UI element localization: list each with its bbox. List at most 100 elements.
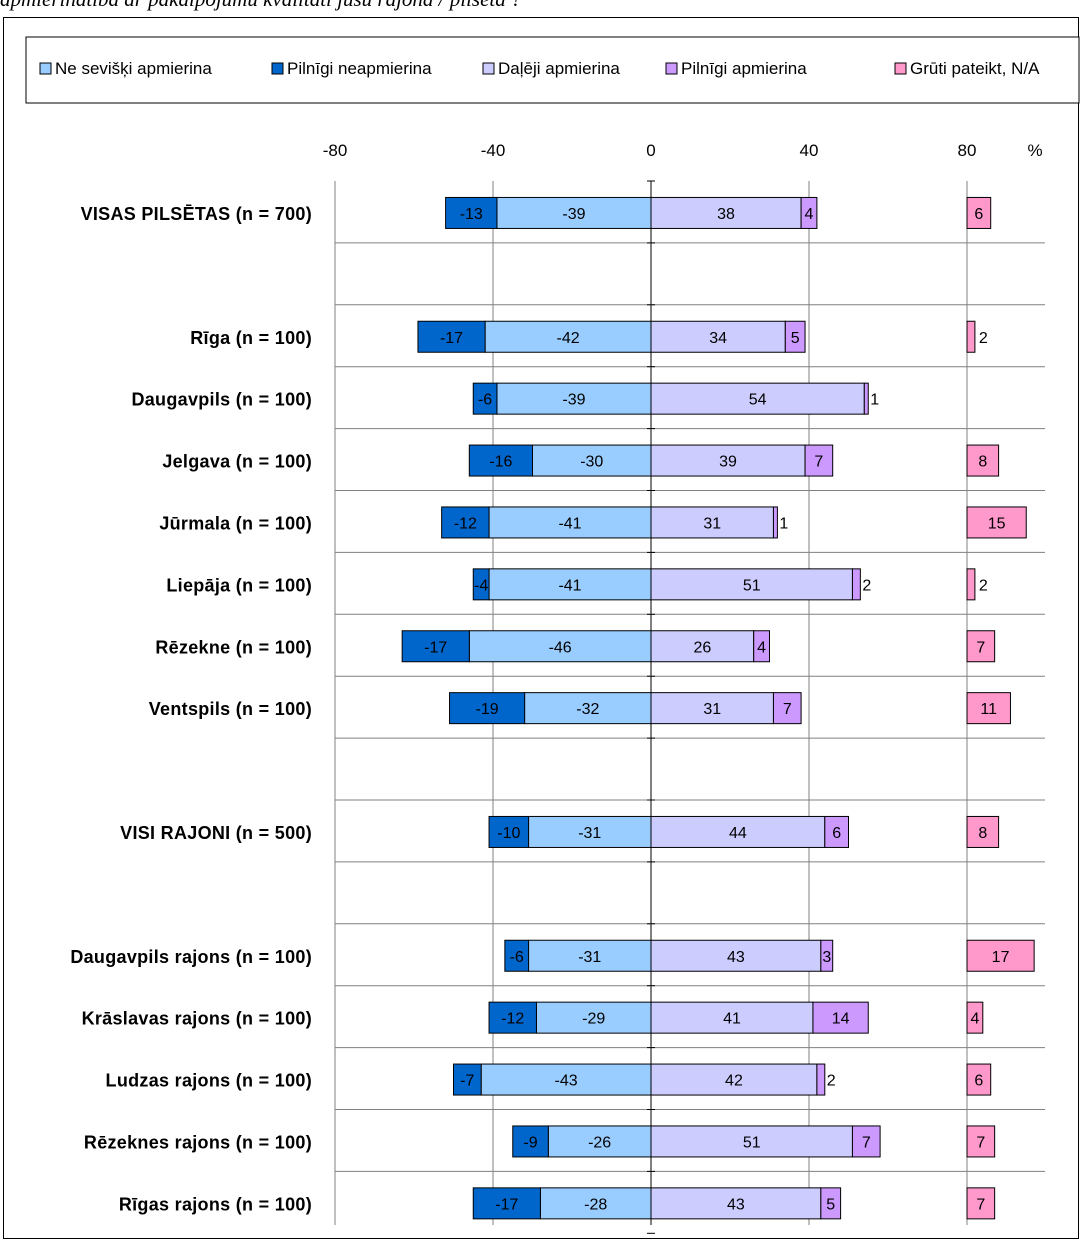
value-label-totally: 14 (832, 1011, 850, 1028)
bar-not-very (547, 1125, 652, 1158)
category-label: Rēzeknes rajons (n = 100) (84, 1132, 312, 1152)
bar-totally (863, 382, 869, 415)
category-label: Jūrmala (n = 100) (159, 513, 312, 533)
bar-partly (650, 1125, 853, 1158)
bar-hard-to-say (966, 630, 996, 663)
bar-not-very (524, 692, 652, 725)
category-label: Daugavpils rajons (n = 100) (70, 947, 312, 967)
unit-label: % (1027, 141, 1042, 160)
value-label-not-very: -39 (562, 206, 585, 223)
bar-partly (650, 815, 826, 848)
bar-totally (820, 1187, 842, 1220)
value-label-not-very: -41 (558, 577, 581, 594)
bar-hard-to-say (966, 1001, 984, 1034)
legend-label-partly: Daļēji apmierina (498, 59, 620, 78)
value-label-totally-not: -6 (510, 949, 524, 966)
value-label-totally: 5 (791, 330, 800, 347)
category-label: VISAS PILSĒTAS (n = 700) (81, 204, 312, 224)
value-label-hard-to-say: 17 (992, 949, 1010, 966)
bar-totally (824, 815, 849, 848)
legend-label-totally: Pilnīgi apmierina (681, 59, 807, 78)
value-label-totally: 4 (757, 639, 766, 656)
bar-not-very (488, 506, 652, 539)
value-label-not-very: -42 (556, 330, 579, 347)
value-label-totally-not: -12 (454, 515, 477, 532)
bar-totally (812, 1001, 869, 1034)
value-label-totally-not: -13 (460, 206, 483, 223)
value-label-not-very: -43 (555, 1073, 578, 1090)
value-label-totally-not: -12 (501, 1011, 524, 1028)
value-label-totally-not: -9 (523, 1134, 537, 1151)
value-label-not-very: -26 (588, 1134, 611, 1151)
bar-totally (772, 506, 778, 539)
bar-totally (753, 630, 771, 663)
value-label-hard-to-say: 8 (978, 825, 987, 842)
value-label-hard-to-say: 2 (979, 577, 988, 594)
bar-partly (650, 1001, 814, 1034)
value-label-partly: 31 (703, 515, 721, 532)
value-label-not-very: -46 (549, 639, 572, 656)
value-label-partly: 44 (729, 825, 747, 842)
value-label-hard-to-say: 2 (979, 330, 988, 347)
value-label-not-very: -29 (582, 1011, 605, 1028)
value-label-totally-not: -17 (495, 1196, 518, 1213)
bar-totally-not (453, 1063, 482, 1096)
legend-swatch-hard_to_say (894, 62, 907, 75)
chart-frame (3, 17, 1079, 1239)
bar-hard-to-say (966, 1125, 996, 1158)
value-label-totally: 6 (832, 825, 841, 842)
value-label-totally-not: -4 (474, 577, 488, 594)
bar-totally (772, 692, 802, 725)
value-label-totally-not: -17 (424, 639, 447, 656)
bar-hard-to-say (966, 939, 1035, 972)
x-tick-label: -40 (481, 141, 506, 160)
x-tick-label: -80 (323, 141, 348, 160)
bar-hard-to-say (966, 692, 1011, 725)
legend-swatch-totally (665, 62, 678, 75)
value-label-not-very: -28 (584, 1196, 607, 1213)
bar-totally-not (472, 568, 490, 601)
value-label-totally-not: -17 (440, 330, 463, 347)
bar-totally-not (401, 630, 470, 663)
legend-swatch-partly (482, 62, 495, 75)
bar-totally-not (472, 382, 498, 415)
value-label-totally: 1 (779, 515, 788, 532)
value-label-partly: 41 (723, 1011, 741, 1028)
value-label-partly: 43 (727, 1196, 745, 1213)
bar-totally-not (504, 939, 530, 972)
bar-partly (650, 568, 853, 601)
bar-hard-to-say (966, 1187, 996, 1220)
value-label-not-very: -32 (576, 701, 599, 718)
value-label-not-very: -39 (562, 392, 585, 409)
value-label-hard-to-say: 7 (976, 1196, 985, 1213)
category-label: Rīga (n = 100) (190, 328, 312, 348)
value-label-partly: 31 (703, 701, 721, 718)
x-tick-label: 40 (800, 141, 819, 160)
bar-partly (650, 1187, 822, 1220)
bar-not-very (484, 320, 652, 353)
category-label: Jelgava (n = 100) (162, 452, 312, 472)
x-tick-label: 0 (646, 141, 655, 160)
bar-totally-not (441, 506, 490, 539)
value-label-hard-to-say: 6 (974, 1073, 983, 1090)
bar-partly (650, 939, 822, 972)
legend-swatch-totally_not (271, 62, 284, 75)
value-label-totally: 7 (783, 701, 792, 718)
bar-totally-not (512, 1125, 549, 1158)
bar-hard-to-say (966, 815, 1000, 848)
value-label-totally-not: -19 (476, 701, 499, 718)
value-label-hard-to-say: 7 (976, 639, 985, 656)
bar-hard-to-say (966, 568, 976, 601)
bar-partly (650, 1063, 818, 1096)
legend-swatch-not_very (39, 62, 52, 75)
bar-hard-to-say (966, 1063, 992, 1096)
value-label-totally-not: -10 (497, 825, 520, 842)
x-tick-label: 80 (958, 141, 977, 160)
bar-totally (804, 444, 834, 477)
bar-totally-not (417, 320, 486, 353)
value-label-totally: 7 (862, 1134, 871, 1151)
value-label-hard-to-say: 4 (970, 1011, 979, 1028)
bar-totally (820, 939, 834, 972)
bar-totally (784, 320, 806, 353)
category-label: Rīgas rajons (n = 100) (119, 1194, 312, 1214)
